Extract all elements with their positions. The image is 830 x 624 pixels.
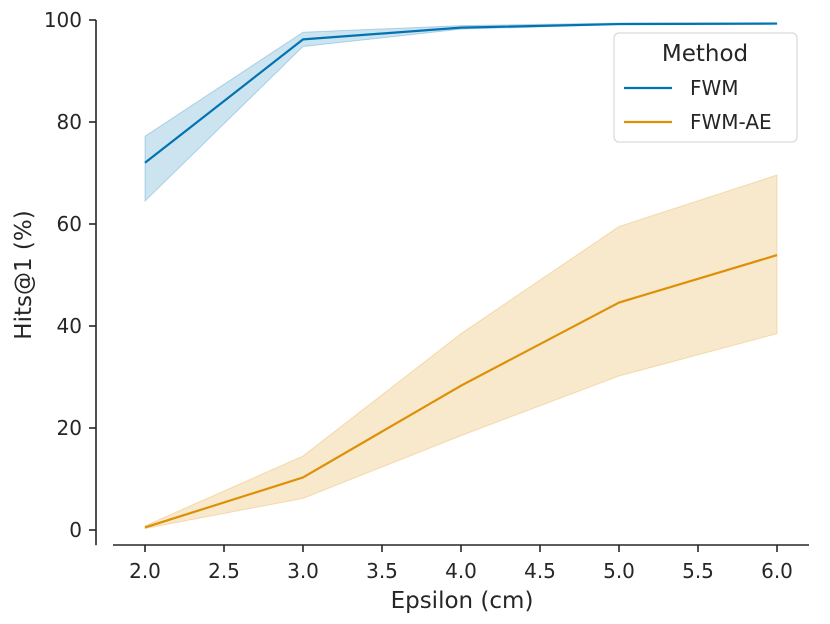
- y-tick-label: 100: [44, 8, 82, 32]
- series-lines: [144, 22, 778, 529]
- legend: Method FWM FWM-AE: [613, 32, 798, 143]
- axes: 0 20 40 60 80 100 2.0 2.5 3.0 3.5 4.0 4.5 5.0 5.5 6.0: [44, 8, 809, 583]
- y-tick-label: 20: [57, 416, 82, 440]
- x-tick-label: 4.0: [445, 559, 477, 583]
- x-tick-label: 5.5: [682, 559, 714, 583]
- legend-title: Method: [662, 41, 748, 67]
- y-tick-label: 0: [69, 518, 82, 542]
- ci-band-fwm-ae: [144, 174, 778, 530]
- y-axis-title: Hits@1 (%): [11, 210, 37, 339]
- y-tick-label: 80: [57, 110, 82, 134]
- legend-label-fwm-ae: FWM-AE: [690, 110, 772, 134]
- x-tick-label: 4.5: [524, 559, 556, 583]
- x-tick-label: 3.0: [287, 559, 319, 583]
- x-tick-label: 5.0: [603, 559, 635, 583]
- y-tick-label: 60: [57, 212, 82, 236]
- legend-frame: [613, 32, 798, 143]
- y-tick-label: 40: [57, 314, 82, 338]
- x-axis-title: Epsilon (cm): [391, 588, 534, 614]
- x-tick-label: 6.0: [761, 559, 793, 583]
- x-tick-label: 3.5: [366, 559, 398, 583]
- x-tick-label: 2.5: [208, 559, 240, 583]
- x-tick-label: 2.0: [129, 559, 161, 583]
- legend-label-fwm: FWM: [690, 76, 739, 100]
